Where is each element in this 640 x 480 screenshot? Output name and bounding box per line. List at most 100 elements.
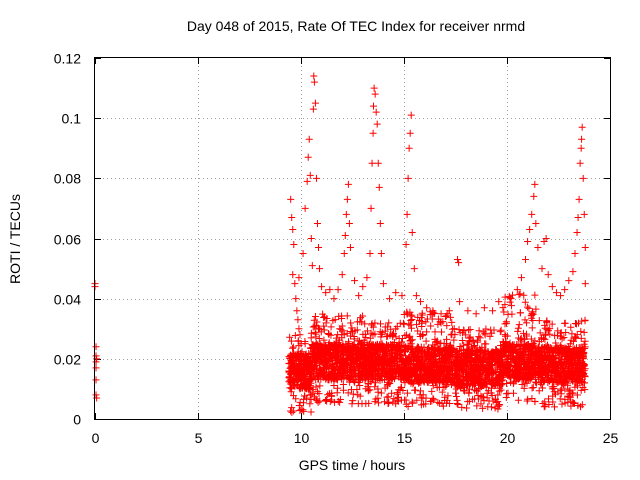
data-point	[448, 318, 456, 326]
data-point	[569, 389, 577, 397]
data-point	[574, 213, 582, 221]
data-point	[417, 401, 425, 409]
data-point	[474, 391, 482, 399]
data-point	[521, 298, 529, 306]
data-point	[466, 369, 474, 377]
data-point	[503, 319, 511, 327]
data-point	[560, 358, 568, 366]
data-point	[441, 350, 449, 358]
data-point	[554, 331, 562, 339]
data-point	[361, 320, 369, 328]
data-point	[313, 397, 321, 405]
x-axis-label: GPS time / hours	[299, 457, 406, 473]
data-point	[355, 375, 363, 383]
data-point	[296, 398, 304, 406]
data-point	[384, 332, 392, 340]
data-point	[375, 183, 383, 191]
data-point	[370, 102, 378, 110]
data-point	[564, 392, 572, 400]
data-point	[393, 354, 401, 362]
data-point	[300, 358, 308, 366]
data-point	[520, 356, 528, 364]
data-point	[332, 356, 340, 364]
data-point	[523, 303, 531, 311]
data-point	[402, 375, 410, 383]
data-point	[289, 225, 297, 233]
data-point	[346, 244, 354, 252]
data-point	[412, 365, 420, 373]
data-point	[448, 325, 456, 333]
data-point	[429, 394, 437, 402]
data-point	[310, 343, 318, 351]
data-point	[363, 327, 371, 335]
data-point	[312, 174, 320, 182]
data-point	[357, 314, 365, 322]
data-point	[578, 378, 586, 386]
data-point	[497, 386, 505, 394]
data-point	[291, 382, 299, 390]
data-point	[509, 371, 517, 379]
data-point	[501, 353, 509, 361]
data-point	[334, 286, 342, 294]
data-point	[336, 398, 344, 406]
data-point	[495, 350, 503, 358]
x-tick-label: 10	[294, 430, 310, 446]
data-point	[468, 343, 476, 351]
data-point	[560, 334, 568, 342]
data-point	[338, 271, 346, 279]
data-point	[485, 376, 493, 384]
data-point	[549, 398, 557, 406]
data-point	[496, 354, 504, 362]
data-point	[417, 313, 425, 321]
data-point	[524, 351, 532, 359]
data-point	[295, 363, 303, 371]
data-point	[536, 329, 544, 337]
data-point	[482, 325, 490, 333]
data-point	[324, 375, 332, 383]
data-point	[364, 387, 372, 395]
data-point	[416, 298, 424, 306]
data-point	[311, 99, 319, 107]
data-point	[307, 408, 315, 416]
data-point	[441, 360, 449, 368]
data-point	[291, 331, 299, 339]
data-point	[380, 343, 388, 351]
data-point	[465, 389, 473, 397]
data-point	[327, 371, 335, 379]
data-point	[423, 352, 431, 360]
data-point	[306, 400, 314, 408]
data-point	[364, 380, 372, 388]
data-point	[473, 402, 481, 410]
data-point	[300, 407, 308, 415]
data-point	[374, 351, 382, 359]
data-point	[290, 350, 298, 358]
data-point	[339, 327, 347, 335]
data-point	[466, 333, 474, 341]
data-point	[351, 277, 359, 285]
data-point	[556, 395, 564, 403]
data-point	[477, 347, 485, 355]
data-point	[464, 307, 472, 315]
data-point	[422, 337, 430, 345]
data-point	[294, 370, 302, 378]
data-point	[532, 219, 540, 227]
data-point	[353, 386, 361, 394]
data-point	[455, 326, 463, 334]
data-point	[467, 350, 475, 358]
data-point	[550, 403, 558, 411]
data-point	[523, 319, 531, 327]
data-point	[381, 384, 389, 392]
data-point	[479, 404, 487, 412]
data-point	[541, 398, 549, 406]
data-point	[568, 376, 576, 384]
data-point	[504, 310, 512, 318]
data-point	[309, 389, 317, 397]
data-point	[348, 357, 356, 365]
data-point	[578, 135, 586, 143]
data-point	[473, 348, 481, 356]
data-point	[581, 386, 589, 394]
data-point	[576, 159, 584, 167]
data-point	[405, 144, 413, 152]
data-point	[561, 399, 569, 407]
data-point	[386, 295, 394, 303]
